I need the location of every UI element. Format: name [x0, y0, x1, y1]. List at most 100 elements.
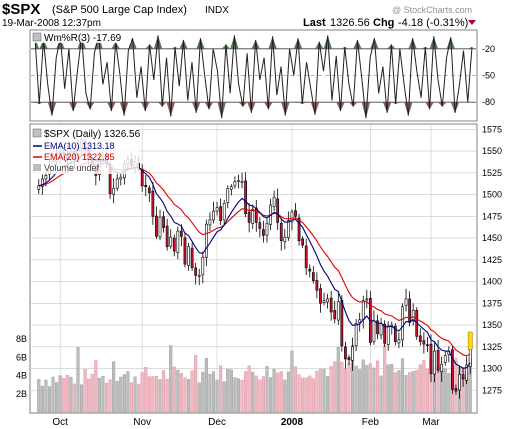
wm-overbought-fill	[39, 39, 44, 49]
volume-bar	[179, 373, 183, 413]
wm-oversold-fill	[395, 102, 400, 104]
volume-bar	[268, 377, 273, 413]
price-tick-label: 1275	[482, 385, 502, 395]
candle-body	[397, 339, 401, 344]
volume-bar	[144, 367, 148, 413]
candle-body	[283, 236, 287, 242]
volume-bar	[293, 366, 298, 413]
volume-bar	[226, 368, 230, 413]
volume-bar	[219, 365, 223, 413]
wm-oversold-fill	[336, 102, 341, 112]
wm-overbought-fill	[391, 44, 396, 49]
index-name: (S&P 500 Large Cap Index)	[52, 4, 187, 16]
candle-body	[208, 219, 212, 226]
candle-body	[294, 210, 297, 217]
volume-bar	[190, 370, 194, 413]
wm-tick-label: -80	[482, 97, 495, 107]
candle-body	[180, 230, 183, 237]
price-legend: $SPX (Daily) 1326.56	[44, 129, 141, 140]
wm-oversold-fill	[442, 102, 447, 107]
volume-bar	[119, 376, 123, 413]
candle-body	[229, 186, 233, 190]
volume-bar	[286, 371, 290, 413]
volume-bar	[97, 377, 101, 413]
candle-body	[304, 245, 308, 268]
wm-tick-label: -20	[482, 44, 495, 54]
candle-body	[418, 335, 422, 342]
wm-tick-label: -50	[482, 71, 495, 81]
volume-bar	[208, 374, 212, 413]
last-candle-highlight	[467, 331, 473, 350]
wm-oversold-fill	[353, 102, 358, 107]
volume-bar	[204, 358, 208, 413]
candle-body	[408, 298, 411, 323]
price-tick-label: 1475	[482, 211, 502, 221]
wm-oversold-fill	[111, 102, 116, 112]
candle-body	[433, 350, 436, 375]
volume-bar	[222, 381, 226, 413]
candle-body	[401, 306, 404, 341]
volume-bar	[251, 371, 255, 413]
wm-oversold-fill	[158, 102, 163, 107]
candle-body	[251, 209, 255, 224]
price-tick-label: 1550	[482, 146, 502, 156]
candle-body	[265, 222, 269, 236]
volume-bar	[197, 382, 201, 413]
candle-body	[426, 344, 429, 346]
volume-bar	[137, 383, 141, 413]
wm-overbought-fill	[425, 47, 430, 49]
wm-overbought-fill	[421, 47, 426, 49]
candle-body	[326, 298, 329, 303]
candle-body	[383, 323, 387, 344]
volume-bar	[58, 375, 62, 413]
volume-bar	[233, 377, 237, 413]
volume-bar	[87, 378, 91, 413]
volume-bar	[76, 346, 80, 413]
candle-body	[461, 374, 465, 380]
candle-body	[333, 310, 337, 320]
volume-bar	[318, 368, 323, 413]
wm-overbought-fill	[225, 44, 231, 49]
volume-bar	[55, 382, 59, 413]
candle-body	[386, 325, 390, 345]
wm-overbought-fill	[221, 44, 226, 49]
wm-oversold-fill	[68, 102, 74, 112]
candle-body	[115, 178, 119, 189]
candle-body	[222, 202, 226, 221]
price-tick-label: 1300	[482, 364, 502, 374]
volume-bar	[229, 369, 233, 413]
candle-body	[379, 322, 383, 336]
volume-bar	[304, 377, 308, 413]
candle-body	[451, 349, 454, 390]
volume-bar	[154, 375, 159, 413]
legend-swatch	[32, 128, 42, 138]
volume-bar	[94, 360, 98, 413]
candle-body	[183, 237, 187, 265]
price-tick-label: 1525	[482, 168, 502, 178]
volume-tick-label: 2B	[16, 389, 27, 399]
volume-bar	[383, 345, 387, 413]
candle-body	[372, 320, 376, 342]
wm-oversold-fill	[298, 102, 303, 104]
wm-oversold-fill	[425, 102, 430, 110]
price-tick-label: 1350	[482, 320, 502, 330]
volume-tick-label: 6B	[16, 352, 27, 362]
candle-body	[226, 188, 230, 203]
volume-bar	[297, 374, 301, 413]
candle-body	[158, 216, 162, 238]
price-tick-label: 1400	[482, 277, 502, 287]
volume-bar	[379, 375, 383, 413]
volume-bar	[283, 379, 287, 413]
volume-bar	[272, 368, 276, 413]
volume-bar	[176, 369, 180, 413]
wm-overbought-fill	[183, 39, 188, 49]
candle-body	[240, 181, 244, 183]
volume-bar	[108, 379, 112, 413]
volume-bar	[169, 345, 173, 413]
volume-bar	[290, 350, 294, 413]
wm-oversold-fill	[39, 102, 44, 104]
volume-bar	[158, 379, 162, 413]
volume-bar	[400, 358, 405, 413]
volume-bar	[140, 372, 144, 413]
wm-overbought-fill	[353, 39, 358, 49]
